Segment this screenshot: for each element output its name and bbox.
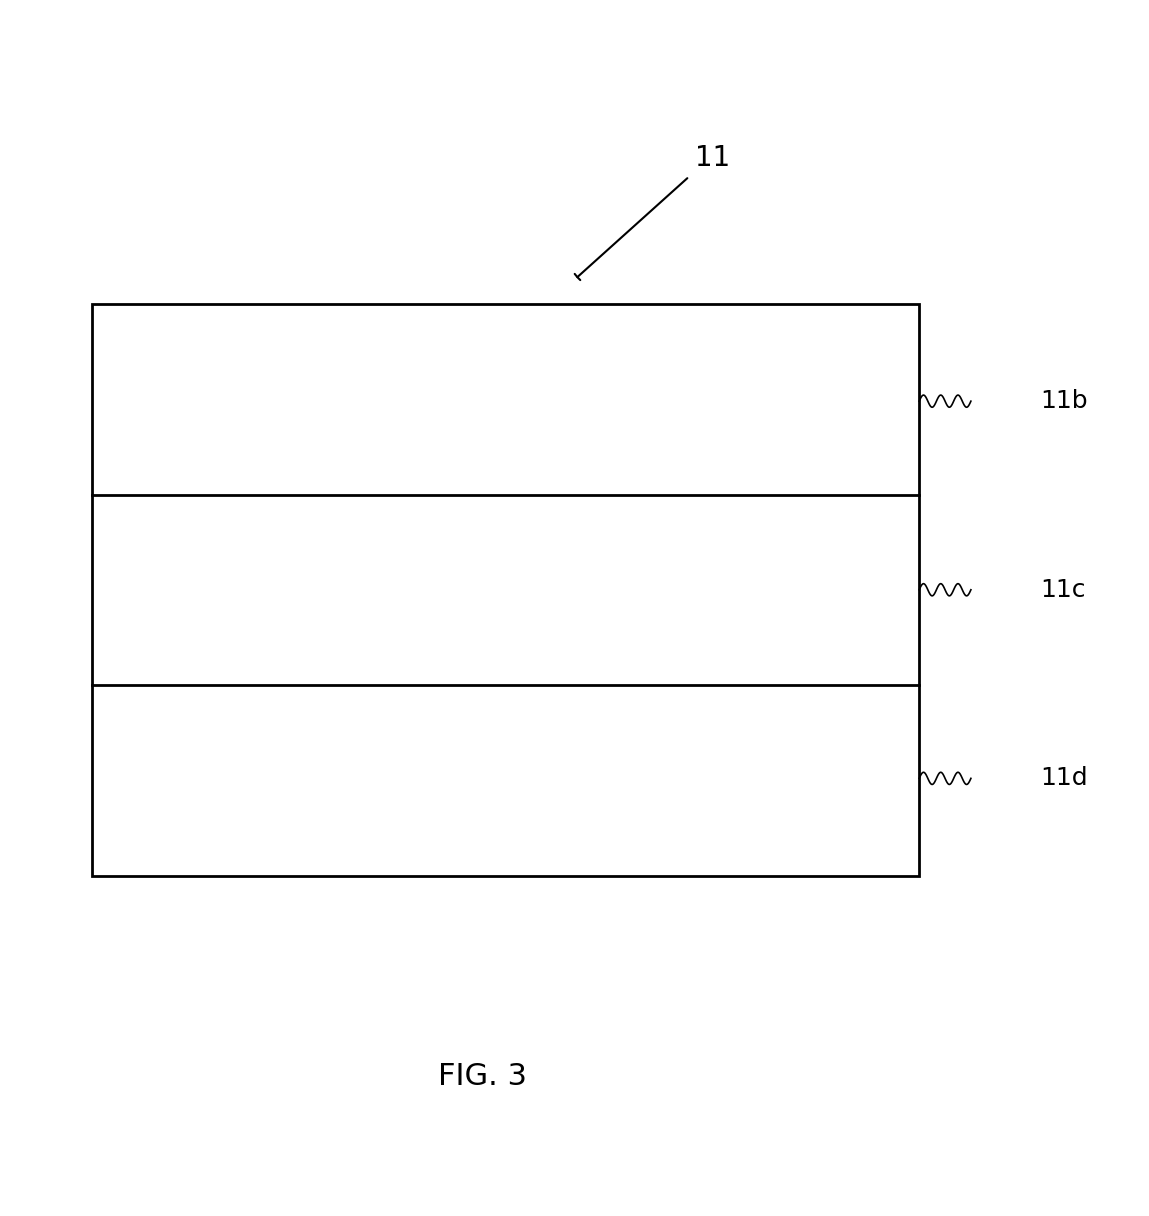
Text: 11c: 11c bbox=[1040, 578, 1086, 602]
Text: 11b: 11b bbox=[1040, 389, 1087, 413]
Text: 11d: 11d bbox=[1040, 766, 1087, 790]
Text: 11: 11 bbox=[695, 143, 730, 173]
Bar bbox=[92, 304, 919, 876]
Text: FIG. 3: FIG. 3 bbox=[438, 1062, 527, 1091]
